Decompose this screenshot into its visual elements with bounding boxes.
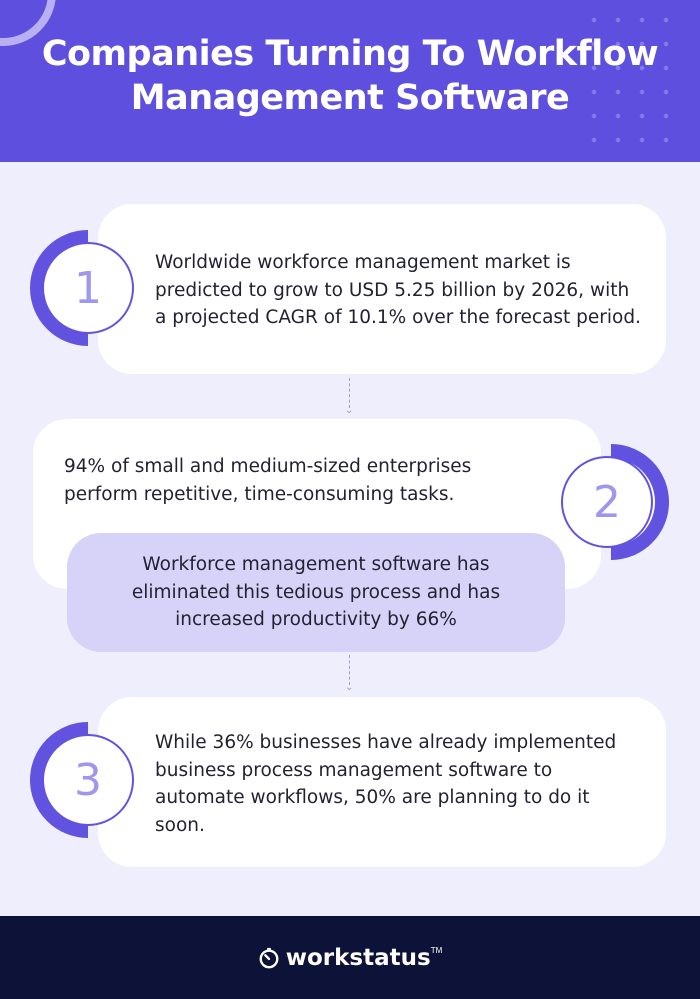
- connector-1: [349, 378, 350, 408]
- connector-2: [349, 655, 350, 685]
- step-3-number: 3: [42, 734, 134, 826]
- connector-2-arrow-icon: ⌄: [345, 682, 354, 693]
- connector-1-arrow-icon: ⌄: [345, 405, 354, 416]
- step-3-text: While 36% businesses have already implem…: [155, 732, 617, 836]
- step-2-text: 94% of small and medium-sized enterprise…: [64, 456, 472, 505]
- step-1-number: 1: [42, 242, 134, 334]
- decorative-dot-grid: [582, 8, 682, 158]
- step-2-highlight: Workforce management software has elimin…: [67, 533, 565, 652]
- step-2-highlight-text: Workforce management software has elimin…: [131, 554, 501, 631]
- step-3-card: [98, 697, 666, 867]
- stopwatch-icon: [259, 947, 279, 968]
- header-banner: Companies Turning To Workflow Management…: [0, 0, 700, 162]
- step-1-text: Worldwide workforce management market is…: [155, 252, 641, 328]
- footer-bar: workstatus TM: [0, 916, 700, 999]
- step-1-card: [98, 204, 666, 374]
- page-title: Companies Turning To Workflow Management…: [41, 34, 659, 118]
- trademark-mark: TM: [430, 946, 443, 955]
- brand-logo: workstatus: [285, 944, 431, 971]
- step-2-number: 2: [561, 456, 653, 548]
